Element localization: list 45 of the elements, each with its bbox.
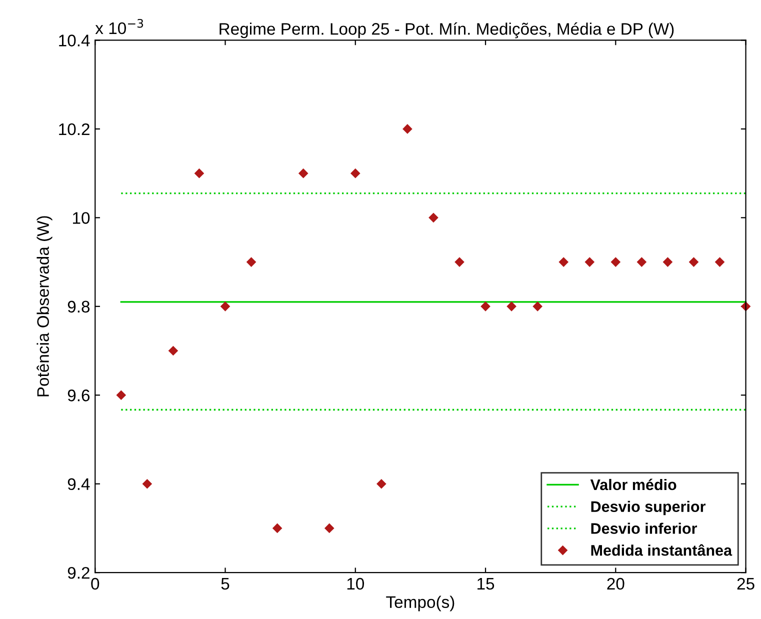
y-tick-label: 10: [73, 212, 90, 224]
point: [402, 124, 412, 134]
x-tick-label: 0: [91, 578, 100, 590]
x-tick-label: 15: [478, 578, 494, 590]
legend-label: Desvio superior: [591, 500, 706, 516]
y-tick-label: 9.6: [68, 390, 90, 402]
point: [116, 390, 126, 400]
point: [454, 257, 464, 267]
x-tick-label: 20: [607, 578, 624, 590]
point: [689, 257, 698, 267]
x-axis-title: Tempo(s): [386, 596, 454, 612]
x-tick-label: 25: [737, 578, 754, 590]
point: [298, 168, 308, 178]
y-axis-title: Potência Observada (W): [36, 216, 52, 396]
point: [663, 257, 672, 267]
point: [324, 524, 334, 533]
point: [506, 302, 516, 312]
point: [637, 257, 646, 267]
legend-label: Desvio inferior: [591, 522, 698, 534]
point: [168, 346, 178, 356]
y-tick-label: 10.2: [59, 123, 90, 136]
point: [272, 524, 282, 533]
point: [220, 302, 230, 312]
point: [376, 479, 386, 488]
legend-label: Valor médio: [590, 478, 676, 490]
y-tick-label: 10.4: [59, 34, 90, 46]
point: [532, 302, 542, 312]
point: [246, 257, 256, 267]
x-tick-label: 5: [221, 578, 230, 590]
x-tick-label: 10: [347, 578, 364, 590]
y-tick-label: 9.2: [68, 566, 90, 579]
y-tick-label: 9.8: [68, 300, 90, 313]
text: x 10$^{−3}$: [95, 18, 144, 34]
point: [480, 302, 490, 312]
y-tick-label: 9.4: [68, 478, 90, 490]
point: [142, 479, 152, 488]
point: [194, 168, 204, 178]
point: [585, 257, 594, 267]
point: [428, 213, 438, 222]
point: [350, 168, 360, 178]
chart-title: Regime Perm. Loop 25 - Pot. Mín. Medições, Média e DP (W): [220, 22, 674, 38]
point: [611, 257, 620, 267]
legend-label: Medida instantânea: [591, 544, 732, 556]
point: [715, 257, 724, 267]
point: [558, 257, 568, 267]
